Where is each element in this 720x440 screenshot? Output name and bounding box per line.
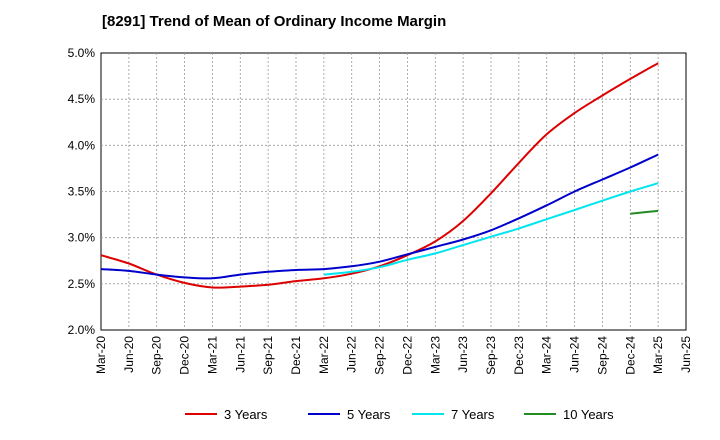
x-tick-label: Mar-24: [540, 336, 554, 374]
legend-label-3-years: 3 Years: [224, 407, 268, 422]
grid: [101, 53, 686, 330]
series-line-10-years: [630, 209, 659, 215]
y-axis: 2.0% 2.5% 3.0% 3.5% 4.0% 4.5% 5.0%: [68, 46, 96, 337]
legend-label-10-years: 10 Years: [563, 407, 614, 422]
x-tick-label: Jun-23: [456, 336, 470, 373]
x-tick-label: Jun-22: [345, 336, 359, 373]
x-tick-label: Sep-21: [261, 336, 275, 375]
x-tick-label: Dec-24: [623, 336, 637, 375]
x-tick-label: Dec-20: [178, 336, 192, 375]
x-tick-label: Dec-21: [289, 336, 303, 375]
x-tick-label: Mar-23: [428, 336, 442, 374]
y-tick-label: 3.0%: [68, 231, 96, 245]
legend-label-5-years: 5 Years: [347, 407, 391, 422]
x-tick-label: Jun-25: [679, 336, 693, 373]
x-tick-label: Mar-20: [94, 336, 108, 374]
x-tick-label: Sep-23: [484, 336, 498, 375]
x-tick-label: Sep-24: [595, 336, 609, 375]
series-line-5-years: [100, 153, 659, 280]
y-tick-label: 3.5%: [68, 185, 96, 199]
x-tick-label: Dec-23: [512, 336, 526, 375]
x-tick-label: Sep-22: [373, 336, 387, 375]
legend: 3 Years 5 Years 7 Years 10 Years: [185, 407, 614, 422]
x-tick-label: Jun-24: [568, 336, 582, 373]
y-tick-label: 5.0%: [68, 46, 96, 60]
y-tick-label: 4.0%: [68, 138, 96, 152]
x-tick-label: Mar-21: [205, 336, 219, 374]
y-tick-label: 2.0%: [68, 323, 96, 337]
x-tick-label: Dec-22: [400, 336, 414, 375]
legend-label-7-years: 7 Years: [451, 407, 495, 422]
x-tick-label: Mar-22: [317, 336, 331, 374]
x-tick-label: Jun-20: [122, 336, 136, 373]
x-axis: Mar-20 Jun-20 Sep-20 Dec-20 Mar-21 Jun-21 Sep-…: [94, 336, 693, 375]
chart-title: [8291] Trend of Mean of Ordinary Income …: [102, 13, 447, 30]
x-tick-label: Jun-21: [233, 336, 247, 373]
x-tick-label: Sep-20: [150, 336, 164, 375]
y-tick-label: 2.5%: [68, 277, 96, 291]
series-line-7-years: [323, 182, 659, 276]
series-lines: [100, 62, 659, 289]
y-tick-label: 4.5%: [68, 92, 96, 106]
x-tick-label: Mar-25: [651, 336, 665, 374]
